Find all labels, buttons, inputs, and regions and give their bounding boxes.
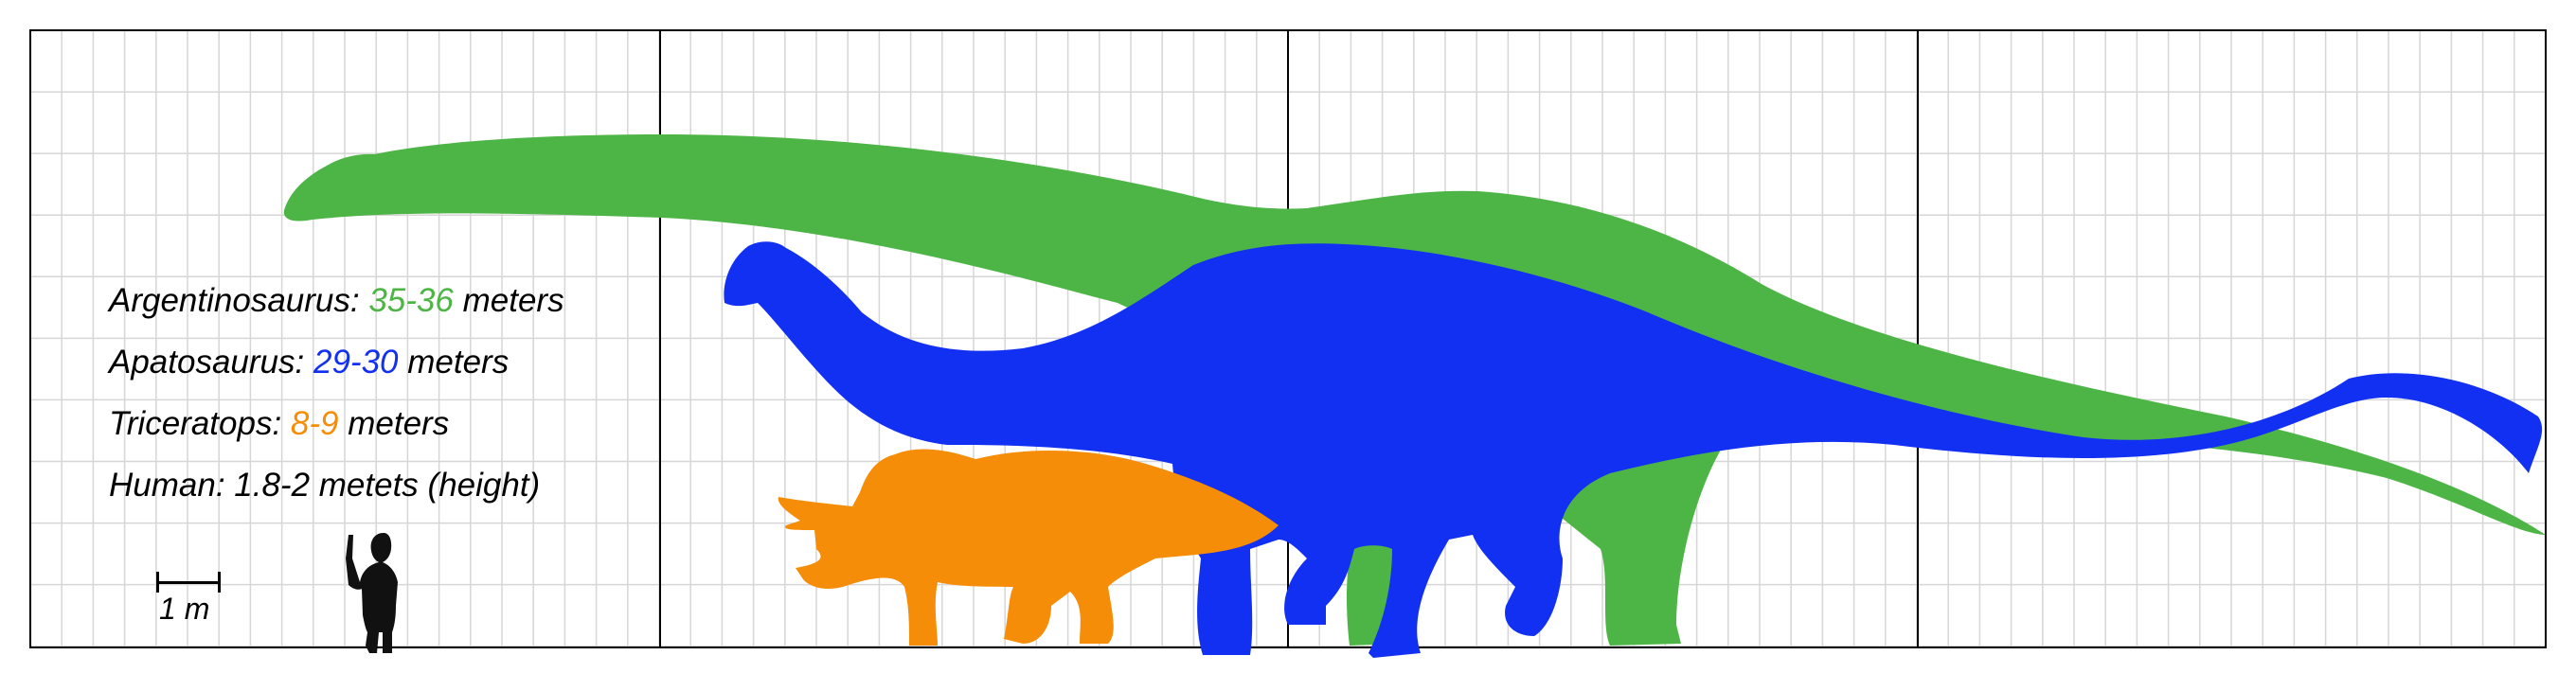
legend-name: Apatosaurus: (109, 344, 305, 381)
frame (29, 29, 2547, 648)
scale-bar (156, 572, 221, 593)
legend-unit: meters (407, 344, 510, 381)
human-silhouette (346, 533, 398, 653)
scale-label: 1 m (159, 592, 210, 626)
legend-row-argentinosaurus: Argentinosaurus: 35-36 meters (109, 284, 564, 317)
legend-name: Triceratops: (109, 405, 282, 442)
legend-size: 29-30 (313, 344, 399, 381)
scale-bar-tick (218, 572, 221, 593)
legend-row-apatosaurus: Apatosaurus: 29-30 meters (109, 345, 564, 379)
legend-name: Argentinosaurus: (109, 282, 360, 319)
legend-row-human: Human: 1.8-2 metets (height) (109, 469, 564, 502)
legend: Argentinosaurus: 35-36 meters Apatosauru… (109, 284, 564, 530)
scale-bar-line (156, 581, 221, 584)
legend-size: 8-9 (290, 405, 339, 442)
apatosaurus-silhouette (724, 241, 2543, 658)
legend-row-triceratops: Triceratops: 8-9 meters (109, 407, 564, 440)
legend-name: Human: 1.8-2 metets (height) (109, 467, 541, 504)
triceratops-silhouette (778, 449, 1279, 646)
scale-bar-tick (156, 572, 159, 593)
legend-unit: meters (462, 282, 564, 319)
legend-unit: meters (348, 405, 450, 442)
legend-size: 35-36 (368, 282, 454, 319)
